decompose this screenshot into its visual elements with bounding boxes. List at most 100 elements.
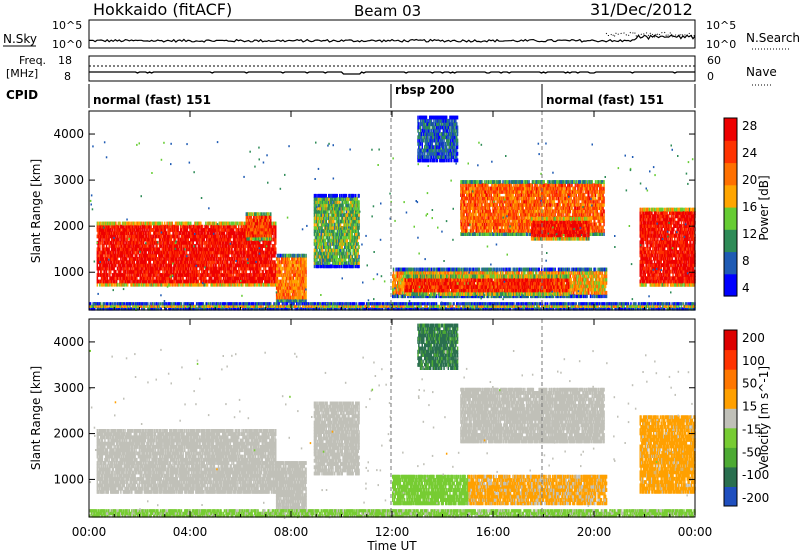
- heatmap-cell: [152, 269, 154, 274]
- heatmap-cell: [256, 227, 258, 232]
- heatmap-cell: [96, 266, 99, 271]
- heatmap-cell: [141, 276, 143, 281]
- heatmap-cell: [149, 263, 152, 268]
- heatmap-cell: [257, 233, 259, 238]
- heatmap-cell: [248, 228, 251, 232]
- heatmap-cell: [252, 233, 254, 238]
- heatmap-cell: [102, 234, 104, 239]
- heatmap-cell: [279, 295, 281, 300]
- heatmap-cell: [228, 240, 231, 245]
- heatmap-cell: [228, 228, 231, 232]
- heatmap-cell: [166, 276, 168, 281]
- heatmap-cell: [193, 234, 195, 239]
- heatmap-cell: [175, 260, 178, 265]
- heatmap-cell: [181, 269, 184, 274]
- heatmap-cell: [137, 224, 139, 229]
- heatmap-cell: [107, 282, 109, 287]
- heatmap-cell: [243, 237, 245, 242]
- heatmap-cell: [217, 266, 220, 271]
- heatmap-cell: [204, 240, 206, 245]
- heatmap-cell: [273, 250, 275, 255]
- heatmap-cell: [210, 253, 212, 258]
- heatmap-cell: [169, 282, 171, 287]
- heatmap-cell: [243, 250, 245, 255]
- heatmap-cell: [148, 266, 151, 271]
- heatmap-cell: [239, 247, 242, 252]
- heatmap-cell: [245, 260, 248, 265]
- heatmap-cell: [258, 236, 260, 241]
- heatmap-cell: [167, 282, 169, 287]
- heatmap-cell: [231, 253, 233, 258]
- heatmap-cell: [208, 221, 210, 226]
- heatmap-cell: [255, 279, 258, 284]
- heatmap-cell: [227, 253, 230, 258]
- heatmap-cell: [175, 269, 178, 274]
- heatmap-cell: [270, 227, 272, 232]
- heatmap-cell: [174, 228, 177, 232]
- heatmap-cell: [137, 263, 139, 268]
- heatmap-cell: [283, 263, 285, 268]
- heatmap-cell: [165, 244, 168, 248]
- heatmap-cell: [281, 289, 284, 294]
- heatmap-cell: [215, 273, 217, 277]
- nsearch-tick-top: 10^5: [706, 19, 736, 32]
- heatmap-cell: [274, 260, 276, 265]
- heatmap-cell: [215, 224, 217, 229]
- heatmap-cell: [115, 276, 118, 281]
- heatmap-cell: [121, 247, 124, 252]
- heatmap-cell: [269, 253, 271, 258]
- heatmap-cell: [123, 228, 125, 232]
- heatmap-cell: [180, 253, 183, 258]
- heatmap-cell: [196, 228, 199, 232]
- heatmap-cell: [229, 269, 232, 274]
- heatmap-cell: [158, 224, 161, 229]
- heatmap-cell: [225, 266, 227, 271]
- heatmap-cell: [139, 244, 141, 248]
- heatmap-cell: [224, 224, 226, 229]
- heatmap-cell: [121, 224, 123, 229]
- heatmap-cell: [116, 240, 119, 245]
- heatmap-cell: [237, 253, 239, 258]
- heatmap-cell: [235, 282, 237, 287]
- heatmap-cell: [181, 276, 184, 281]
- heatmap-cell: [196, 260, 199, 265]
- heatmap-cell: [265, 250, 268, 255]
- heatmap-cell: [278, 269, 280, 274]
- heatmap-cell: [137, 266, 139, 271]
- heatmap-cell: [229, 244, 232, 248]
- heatmap-cell: [181, 260, 184, 265]
- heatmap-cell: [162, 276, 164, 281]
- heatmap-cell: [173, 269, 175, 274]
- heatmap-cell: [198, 273, 200, 277]
- heatmap-cell: [275, 276, 277, 281]
- heatmap-cell: [199, 282, 201, 287]
- heatmap-cell: [250, 279, 253, 284]
- heatmap-cell: [129, 228, 131, 232]
- heatmap-cell: [191, 250, 194, 255]
- heatmap-cell: [97, 253, 99, 258]
- heatmap-cell: [284, 253, 286, 258]
- heatmap-cell: [231, 257, 233, 261]
- heatmap-cell: [129, 266, 131, 271]
- heatmap-cell: [261, 233, 263, 238]
- heatmap-cell: [147, 221, 150, 226]
- heatmap-cell: [157, 273, 159, 277]
- heatmap-cell: [190, 282, 193, 287]
- heatmap-cell: [240, 228, 242, 232]
- heatmap-cell: [203, 253, 205, 258]
- heatmap-cell: [133, 250, 136, 255]
- heatmap-cell: [238, 266, 240, 271]
- heatmap-cell: [187, 237, 189, 242]
- heatmap-cell: [110, 263, 113, 268]
- heatmap-cell: [162, 234, 164, 239]
- heatmap-cell: [180, 244, 183, 248]
- heatmap-cell: [245, 263, 248, 268]
- heatmap-cell: [192, 250, 194, 255]
- heatmap-cell: [278, 273, 280, 277]
- heatmap-cell: [141, 269, 143, 274]
- heatmap-cell: [201, 237, 204, 242]
- heatmap-cell: [106, 234, 109, 239]
- heatmap-cell: [258, 215, 260, 220]
- heatmap-cell: [268, 240, 270, 245]
- heatmap-cell: [277, 292, 279, 297]
